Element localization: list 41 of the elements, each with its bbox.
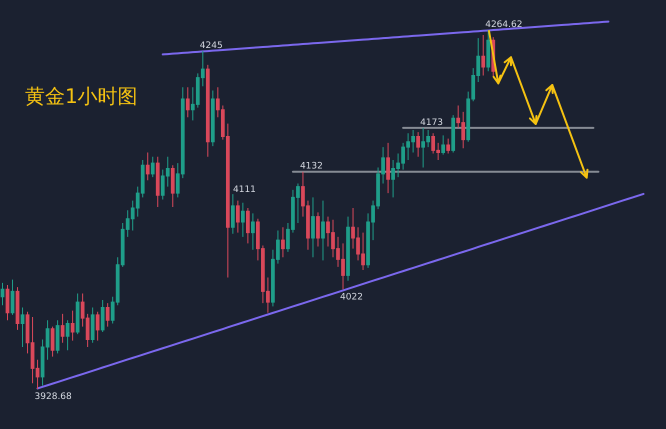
candlestick	[246, 208, 250, 244]
candlestick	[316, 212, 320, 248]
candlestick	[0, 282, 4, 306]
candlestick	[76, 293, 80, 335]
text: 黄金1小时图	[25, 84, 138, 108]
candlestick	[66, 320, 70, 351]
candlestick	[70, 310, 74, 342]
candlestick	[170, 164, 175, 208]
candlestick	[251, 212, 255, 250]
candlestick	[230, 194, 235, 234]
candlestick	[386, 142, 390, 194]
candlestick	[20, 306, 24, 348]
candlestick	[236, 200, 240, 234]
candlestick	[186, 86, 190, 118]
annotation: 4111	[233, 185, 256, 195]
candlestick	[60, 313, 64, 344]
annotation: 3928.68	[34, 392, 72, 402]
candlestick	[150, 156, 155, 178]
candlestick	[96, 311, 100, 342]
candlestick	[346, 216, 350, 282]
candlestick	[446, 138, 450, 154]
annotation: 4264.62	[485, 20, 522, 30]
annotation: 4245	[200, 40, 223, 51]
candlestick	[156, 156, 160, 208]
candlestick	[56, 320, 60, 354]
candlestick	[441, 134, 446, 156]
candlestick	[106, 302, 110, 328]
candlestick	[311, 196, 315, 258]
candlestick	[6, 284, 10, 321]
candlestick	[10, 279, 14, 316]
candlestick	[321, 200, 325, 261]
candlestick	[281, 226, 285, 258]
annotation: 4173	[420, 118, 444, 128]
candlestick	[240, 202, 245, 238]
annotation: 4132	[300, 162, 323, 172]
candlestick	[146, 152, 150, 181]
candlestick	[481, 34, 486, 76]
annotation: 4022	[340, 292, 363, 302]
candlestick	[50, 326, 54, 358]
candlestick	[416, 132, 420, 158]
candlestick	[16, 286, 20, 330]
